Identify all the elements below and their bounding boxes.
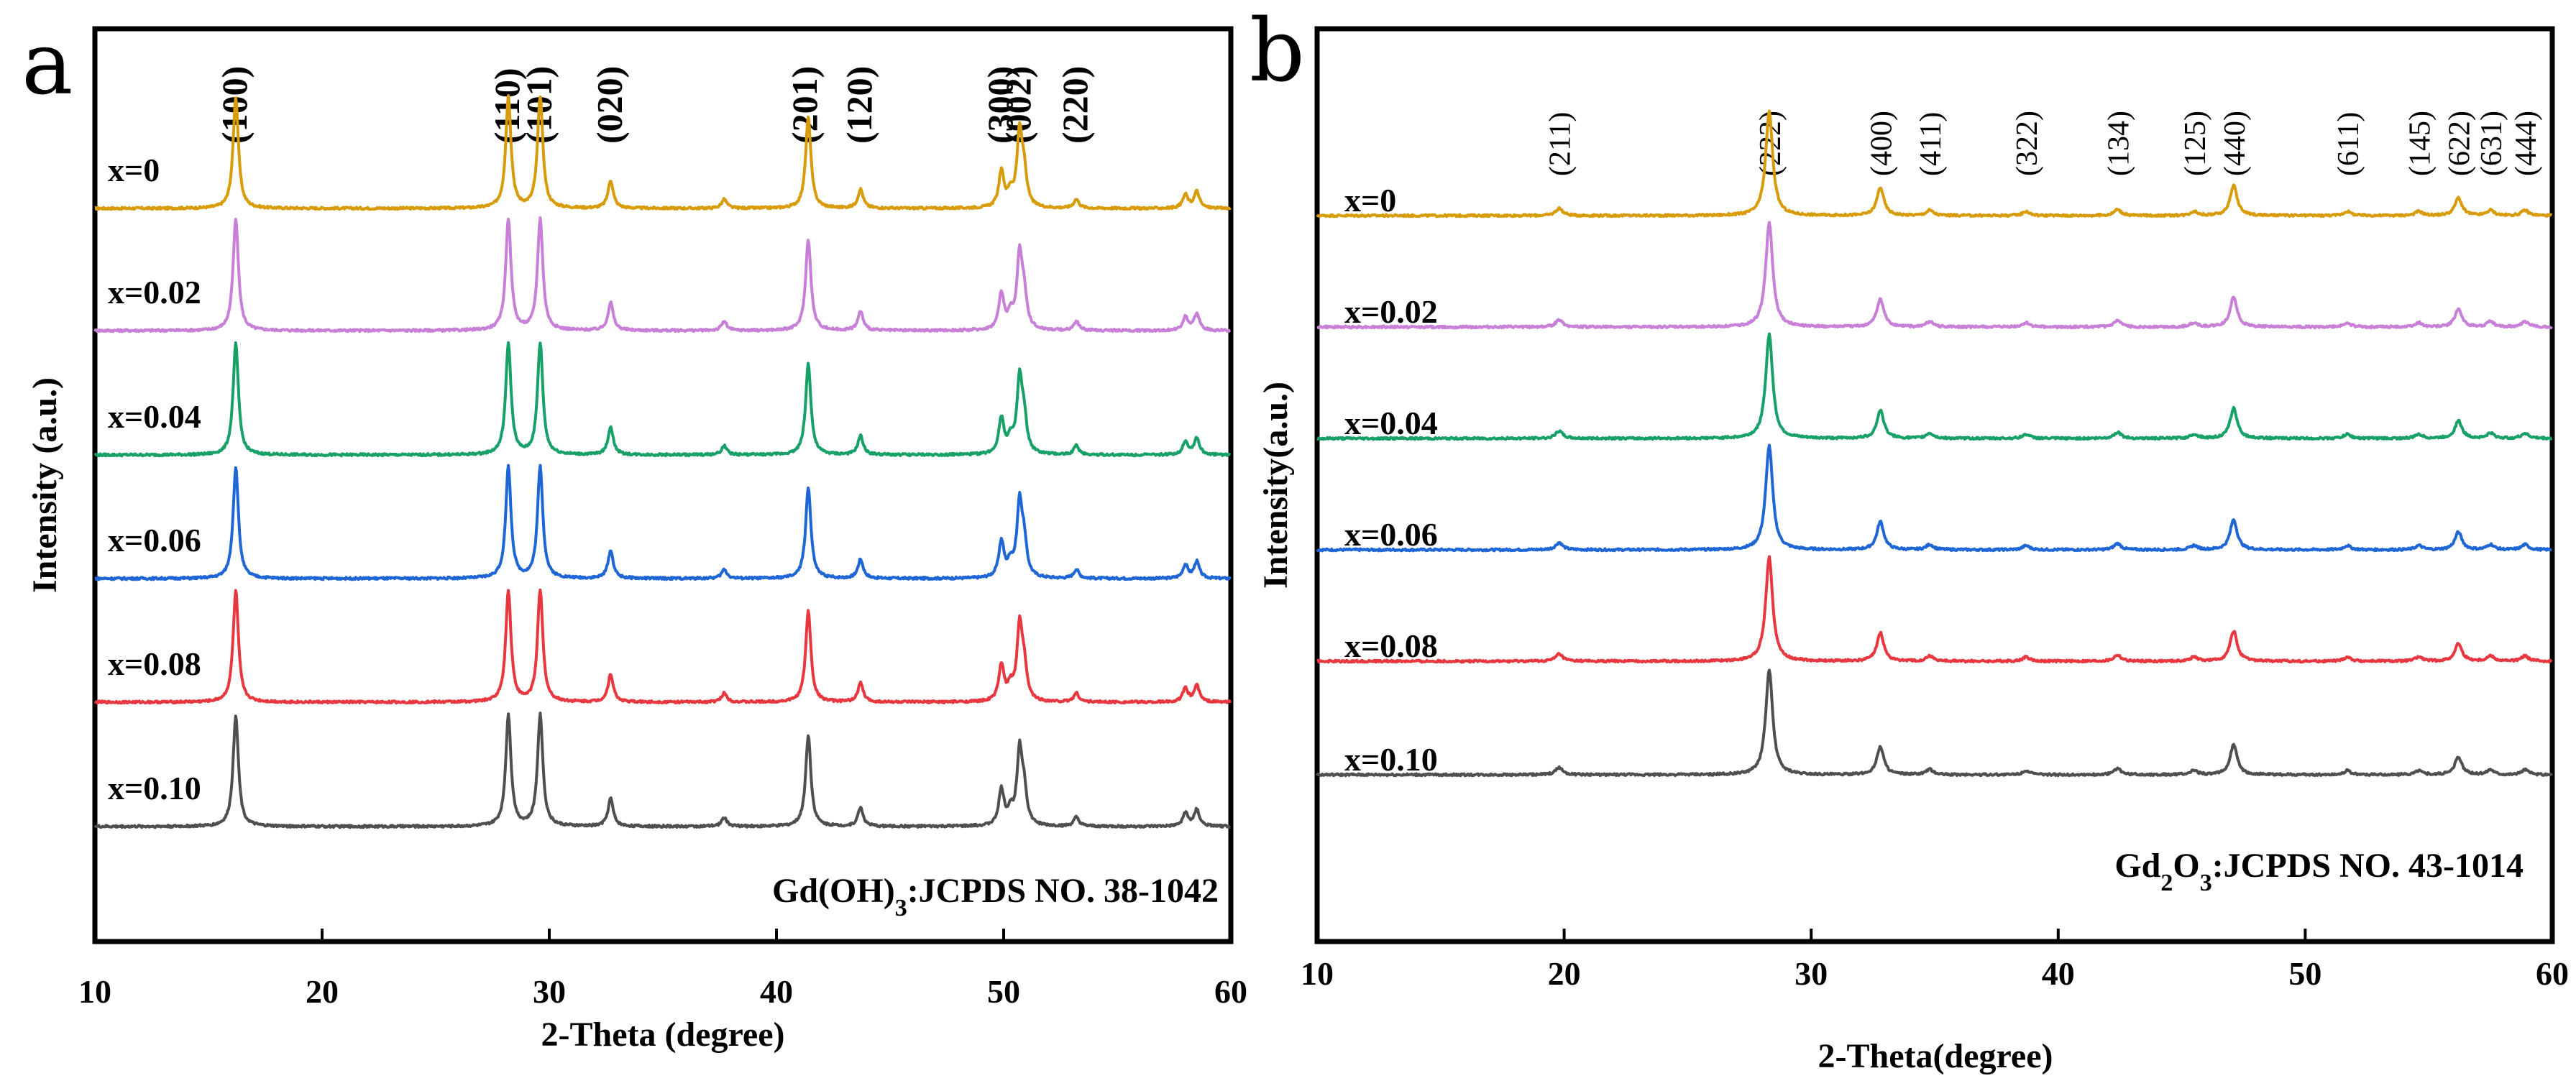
panel-b-x-tick-label: 20 [1548,955,1581,992]
panel-a-series-label: x=0.02 [108,274,201,310]
panel-a-hkl-label: (120) [839,66,879,144]
panel-b-x-axis-label: 2-Theta(degree) [1818,1037,2053,1075]
panel-b-series-label: x=0 [1344,182,1396,218]
panel-b-series-line [1316,332,2553,441]
panel-b-series-line [1316,443,2553,553]
panel-a-frame [92,26,1234,944]
panel-b-reference-pre: Gd [2114,847,2160,885]
panel-b-series-label: x=0.02 [1344,293,1438,330]
panel-a-hkl-label: (201) [784,66,825,144]
panel-b-y-axis-label: Intensity(a.u.) [1257,382,1295,589]
panel-a-series-label: x=0 [108,152,160,188]
panel-a-series-line [94,94,1232,211]
panel-a-x-tick-label: 60 [1214,973,1247,1010]
panel-b-hkl-labels: (211) (222) (400) (411) (322) (134) (125) (440)… [1544,111,2543,176]
panel-a-x-axis-label: 2-Theta (degree) [541,1016,785,1054]
panel-a-hkl-label: (020) [589,66,629,144]
panel-a: 10 20 30 40 50 60 (100) (110)(101) (020) (201) (1… [26,26,1247,1054]
panel-b-x-tick-label: 50 [2288,955,2321,992]
panel-b-letter: b [1250,1,1305,101]
panel-a-reference: Gd(OH)3:JCPDS NO. 38-1042 [772,872,1219,921]
panel-a-hkl-labels: (100) (110)(101) (020) (201) (120) (300)(002)… [214,66,1095,144]
panel-a-series-line [93,712,1232,829]
panel-b-hkl-label: (134) [2102,111,2135,176]
panel-b-hkl-label: (322) [2011,111,2044,176]
panel-a-x-tick-label: 30 [533,973,566,1010]
panel-a-reference-pre: Gd(OH) [772,872,895,910]
panel-a-series-label: x=0.10 [108,770,201,806]
panel-a-series-line [93,588,1232,705]
panel-b-series [1316,109,2553,778]
panel-a-letter: a [22,14,73,114]
panel-b-reference: Gd2O3:JCPDS NO. 43-1014 [2114,847,2524,896]
panel-a-y-axis-label: Intensity (a.u.) [26,377,64,593]
panel-b-frame [1314,26,2555,944]
panel-b-hkl-label: (411) [1915,112,1948,176]
panel-b-hkl-label: (611) [2332,112,2365,176]
panel-a-x-tick-label: 20 [306,973,339,1010]
panel-a-x-tick-label: 10 [78,973,111,1010]
panel-a-series-line [93,341,1232,458]
panel-a-hkl-label: (300) [980,66,1020,144]
panel-a-series-label: x=0.08 [108,645,201,682]
panel-b-series-label: x=0.10 [1344,741,1438,778]
panel-a-series-line [93,216,1232,333]
panel-b-series-label: x=0.08 [1344,627,1438,664]
panel-b-hkl-label: (145) [2403,111,2437,176]
panel-a-x-tick-label: 40 [760,973,793,1010]
panel-b-x-tick-label: 10 [1301,955,1334,992]
panel-b-hkl-label: (400) [1865,111,1898,176]
panel-a-x-tick-label: 50 [987,973,1020,1010]
panel-b-hkl-label: (125) [2179,111,2212,176]
panel-b-hkl-label: (444) [2510,111,2543,176]
panel-b-series-line [1316,668,2553,778]
panel-a-series [93,94,1232,829]
panel-b-series-line [1316,221,2553,330]
panel-b-x-tick-label: 30 [1795,955,1828,992]
panel-b-series-labels: x=0 x=0.02 x=0.04 x=0.06 x=0.08 x=0.10 [1344,182,1438,778]
panel-b-x-ticks: 10 20 30 40 50 60 [1301,929,2569,992]
panel-b-series-label: x=0.04 [1344,405,1438,441]
panel-a-series-label: x=0.06 [108,522,201,558]
panel-a-series-label: x=0.04 [108,398,201,435]
panel-a-reference-sub: 3 [895,895,907,921]
panel-b-x-tick-label: 40 [2042,955,2075,992]
panel-a-series-labels: x=0 x=0.02 x=0.04 x=0.06 x=0.08 x=0.10 [108,152,201,806]
panel-b-reference-post: :JCPDS NO. 43-1014 [2212,847,2524,885]
panel-b-reference-sub2: 3 [2200,870,2212,896]
panel-b-reference-sub1: 2 [2160,870,2173,896]
panel-b-series-line [1316,555,2553,664]
panel-a-series-line [94,464,1232,581]
panel-b-series-label: x=0.06 [1344,516,1438,553]
panel-a-x-ticks: 10 20 30 40 50 60 [78,929,1247,1010]
panel-b-hkl-label: (631) [2475,111,2508,176]
panel-a-hkl-label: (220) [1055,66,1095,144]
panel-b-x-tick-label: 60 [2536,955,2569,992]
panel-b-reference-mid: O [2173,847,2199,885]
panel-b-hkl-label: (622) [2443,111,2476,176]
panel-b-hkl-label: (211) [1544,112,1577,176]
panel-b-series-line [1316,109,2553,218]
panel-b: 10 20 30 40 50 60 (211) (222) (400) (411) (322) (1… [1257,26,2569,1075]
panel-a-reference-post: :JCPDS NO. 38-1042 [907,872,1219,910]
panel-b-hkl-label: (440) [2219,111,2252,176]
